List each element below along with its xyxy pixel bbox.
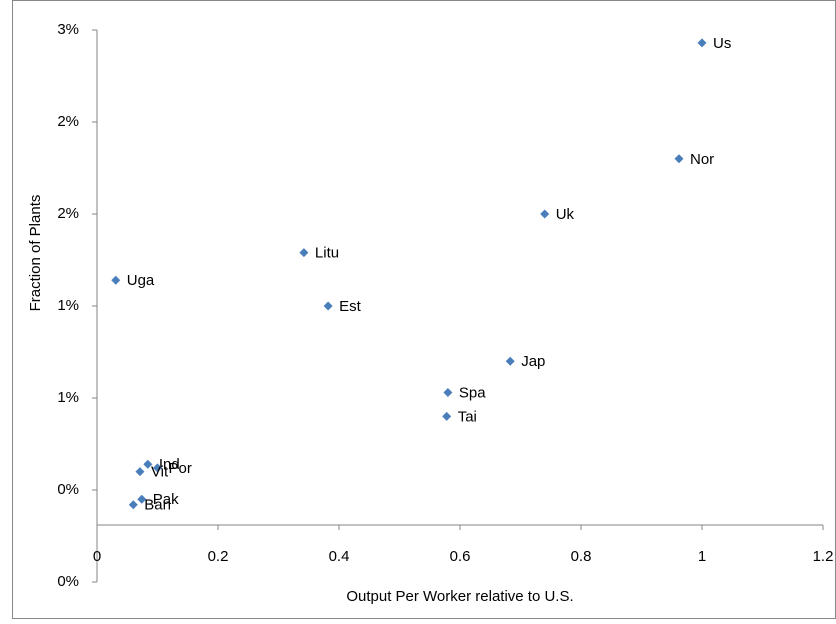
point-label: Tai bbox=[458, 408, 477, 425]
y-tick-label: 2% bbox=[57, 205, 79, 222]
point bbox=[697, 38, 707, 48]
point-label: Ind bbox=[159, 456, 180, 473]
point-label: Pak bbox=[153, 491, 179, 508]
point bbox=[442, 411, 452, 421]
point bbox=[135, 467, 145, 477]
point-label: Ban bbox=[144, 497, 171, 514]
point bbox=[111, 275, 121, 285]
point bbox=[143, 459, 153, 469]
x-tick-label: 0.2 bbox=[208, 548, 229, 565]
x-tick-label: 1 bbox=[698, 548, 706, 565]
point-label: Uga bbox=[127, 272, 155, 289]
y-axis-title: Fraction of Plants bbox=[27, 195, 44, 312]
x-tick-label: 0 bbox=[93, 548, 101, 565]
point bbox=[323, 301, 333, 311]
point-label: Vit bbox=[151, 464, 169, 481]
point-label: Jap bbox=[521, 353, 545, 370]
y-tick-label: 1% bbox=[57, 389, 79, 406]
x-axis-title: Output Per Worker relative to U.S. bbox=[346, 588, 573, 605]
point-label: Por bbox=[169, 460, 192, 477]
x-tick-label: 0.6 bbox=[450, 548, 471, 565]
point-label: Uk bbox=[556, 206, 575, 223]
x-tick-label: 1.2 bbox=[813, 548, 834, 565]
y-tick-label: 3% bbox=[57, 21, 79, 38]
point-label: Litu bbox=[315, 245, 339, 262]
y-tick-label: 0% bbox=[57, 573, 79, 590]
y-tick-label: 0% bbox=[57, 481, 79, 498]
point bbox=[153, 463, 162, 473]
point bbox=[505, 356, 515, 366]
x-tick-label: 0.4 bbox=[329, 548, 350, 565]
chart-frame bbox=[12, 0, 836, 619]
point-label: Est bbox=[339, 298, 362, 315]
point bbox=[674, 154, 684, 164]
point bbox=[299, 248, 309, 258]
point-label: Us bbox=[713, 35, 731, 52]
point-label: Nor bbox=[690, 151, 714, 168]
point bbox=[128, 500, 138, 510]
point bbox=[137, 494, 147, 504]
point bbox=[540, 209, 550, 219]
y-tick-label: 2% bbox=[57, 113, 79, 130]
x-tick-label: 0.8 bbox=[571, 548, 592, 565]
y-tick-label: 1% bbox=[57, 297, 79, 314]
point-label: Spa bbox=[459, 384, 486, 401]
point bbox=[443, 387, 453, 397]
